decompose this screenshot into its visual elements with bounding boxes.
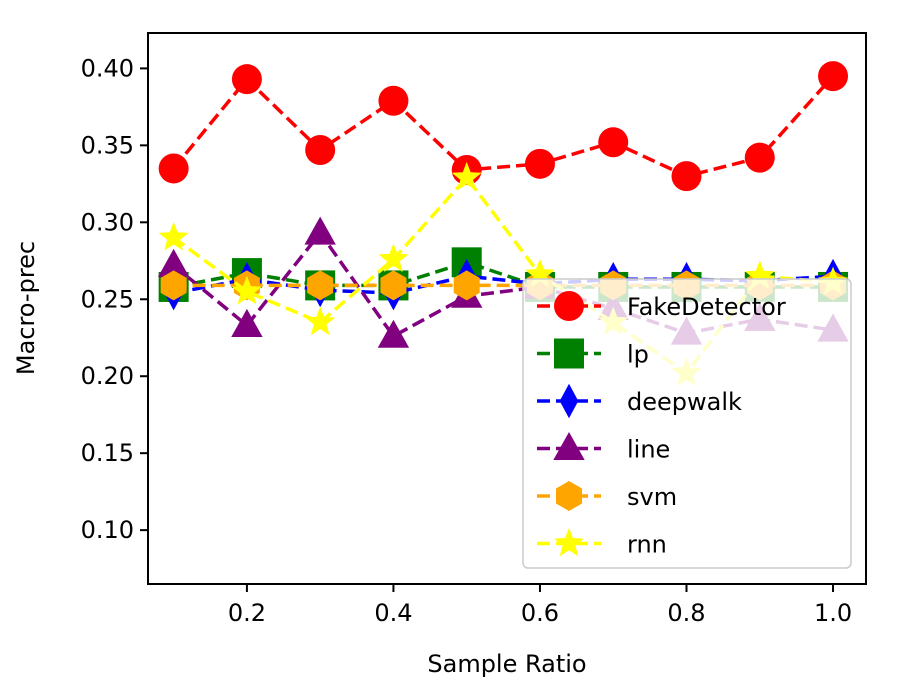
legend-label: rnn	[627, 531, 667, 559]
data-point-line	[157, 248, 190, 277]
legend-marker	[556, 481, 582, 511]
data-point-rnn	[158, 221, 189, 251]
series-line-fakedetector	[172, 74, 835, 178]
data-point-fakedetector	[744, 142, 775, 173]
data-point-svm	[453, 270, 480, 301]
data-point-fakedetector	[524, 148, 555, 179]
y-tick-label: 0.10	[81, 516, 134, 544]
y-tick-label: 0.25	[81, 285, 134, 313]
legend-item-deepwalk: deepwalk	[537, 383, 742, 419]
data-point-fakedetector	[671, 161, 702, 192]
x-tick-label: 0.8	[667, 599, 705, 627]
data-point-rnn	[744, 260, 775, 289]
legend: FakeDetector lp deepwalk line svm rnn	[522, 278, 852, 569]
legend-label: svm	[627, 483, 677, 511]
data-point-fakedetector	[818, 61, 849, 92]
series-line-rnn	[172, 174, 834, 376]
y-tick-label: 0.20	[81, 362, 134, 390]
data-point-fakedetector	[598, 127, 629, 158]
plot-frame	[147, 32, 867, 585]
y-axis-label: Macro-prec	[12, 241, 40, 375]
data-point-line	[304, 216, 336, 245]
legend-marker	[559, 383, 579, 419]
legend-marker	[553, 432, 585, 461]
series-fakedetector	[158, 61, 849, 192]
legend-item-fakedetector: FakeDetector	[537, 291, 786, 321]
legend-item-rnn: rnn	[537, 527, 667, 559]
data-point-fakedetector	[378, 85, 409, 116]
data-point-fakedetector	[305, 134, 336, 165]
legend-box	[522, 278, 852, 569]
legend-item-svm: svm	[537, 481, 677, 511]
data-point-fakedetector	[231, 64, 262, 95]
x-tick-label: 0.6	[521, 599, 559, 627]
legend-marker	[554, 527, 584, 557]
legend-label: FakeDetector	[627, 293, 786, 321]
x-tick-label: 1.0	[814, 599, 852, 627]
y-tick-label: 0.30	[81, 208, 134, 236]
legend-item-lp: lp	[537, 338, 649, 369]
axes: 0.2 0.4 0.6 0.8 1.0 0.10 0.15 0.20 0.25 0.30 0.35 0…	[81, 32, 867, 627]
x-tick-label: 0.2	[228, 599, 266, 627]
x-tick-label: 0.4	[374, 599, 412, 627]
y-tick-label: 0.40	[81, 54, 134, 82]
data-point-rnn	[378, 243, 409, 272]
data-point-svm	[380, 270, 407, 301]
data-point-rnn	[524, 258, 555, 288]
legend-label: lp	[627, 341, 649, 369]
legend-marker	[554, 338, 584, 369]
data-point-svm	[307, 270, 334, 301]
data-point-rnn	[451, 161, 482, 191]
y-tick-label: 0.15	[81, 439, 134, 467]
x-axis-label: Sample Ratio	[427, 650, 586, 678]
legend-marker	[554, 291, 584, 321]
legend-label: deepwalk	[627, 388, 742, 416]
data-point-rnn	[231, 275, 262, 305]
y-tick-label: 0.35	[81, 131, 134, 159]
legend-item-line: line	[537, 432, 670, 464]
data-point-svm	[160, 270, 187, 301]
data-point-line	[231, 308, 263, 337]
data-point-line	[377, 319, 410, 348]
data-point-fakedetector	[158, 153, 189, 184]
legend-label: line	[627, 436, 670, 464]
data-point-rnn	[305, 306, 336, 336]
